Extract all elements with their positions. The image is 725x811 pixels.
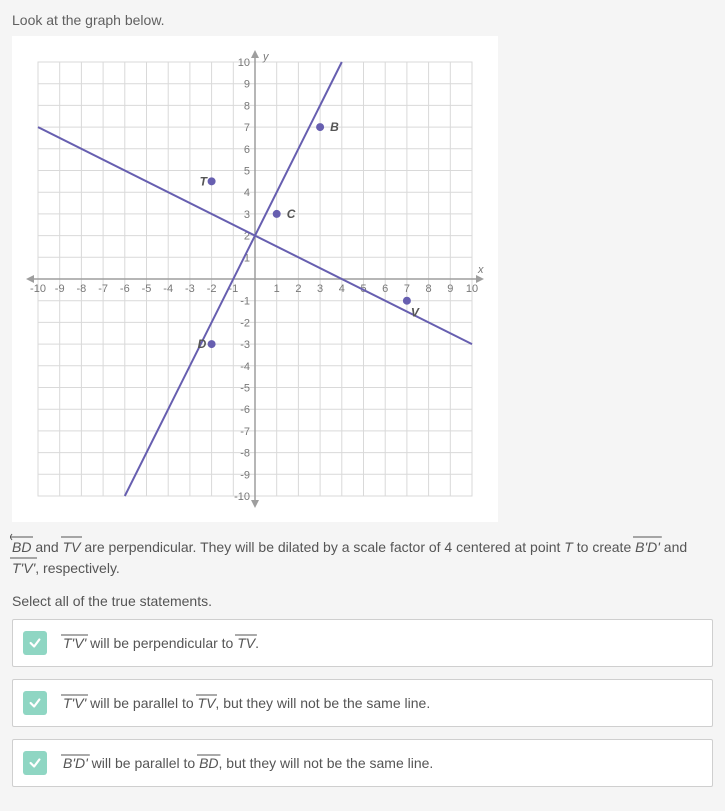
svg-text:-8: -8 <box>240 448 250 460</box>
svg-text:-5: -5 <box>142 283 152 295</box>
coordinate-graph: -10-9-8-7-6-5-4-3-2-112345678910-10-9-8-… <box>20 44 490 514</box>
description-text: BD and TV are perpendicular. They will b… <box>12 537 713 579</box>
segment-tpvp: T'V' <box>12 558 35 579</box>
check-icon <box>23 751 47 775</box>
answer-option[interactable]: T'V' will be parallel to TV, but they wi… <box>12 679 713 727</box>
svg-text:-7: -7 <box>240 426 250 438</box>
svg-text:4: 4 <box>339 283 345 295</box>
select-instruction: Select all of the true statements. <box>12 593 713 609</box>
line-segment: T'V' <box>63 695 86 711</box>
option-text: T'V' will be perpendicular to TV. <box>63 635 259 651</box>
svg-text:-9: -9 <box>55 283 65 295</box>
line-segment: TV <box>237 635 255 651</box>
options-list: T'V' will be perpendicular to TV. T'V' wi… <box>12 619 713 787</box>
svg-text:x: x <box>477 264 484 276</box>
svg-text:8: 8 <box>426 283 432 295</box>
svg-text:9: 9 <box>447 283 453 295</box>
svg-text:3: 3 <box>317 283 323 295</box>
answer-option[interactable]: T'V' will be perpendicular to TV. <box>12 619 713 667</box>
svg-text:1: 1 <box>274 283 280 295</box>
line-segment: TV <box>198 695 216 711</box>
line-segment: T'V' <box>63 635 86 651</box>
line-segment: B'D' <box>63 755 88 771</box>
check-icon <box>23 691 47 715</box>
svg-text:-6: -6 <box>240 404 250 416</box>
svg-text:D: D <box>198 337 207 351</box>
svg-text:6: 6 <box>244 144 250 156</box>
option-text: T'V' will be parallel to TV, but they wi… <box>63 695 430 711</box>
svg-text:-4: -4 <box>163 283 173 295</box>
svg-text:-2: -2 <box>207 283 217 295</box>
svg-text:-4: -4 <box>240 361 250 373</box>
svg-text:4: 4 <box>244 187 250 199</box>
prompt-text: Look at the graph below. <box>12 12 713 28</box>
svg-text:7: 7 <box>404 283 410 295</box>
svg-text:10: 10 <box>238 57 250 69</box>
svg-text:-9: -9 <box>240 469 250 481</box>
segment-bpdp: B'D' <box>635 537 660 558</box>
svg-text:-3: -3 <box>185 283 195 295</box>
svg-text:10: 10 <box>466 283 478 295</box>
svg-text:2: 2 <box>295 283 301 295</box>
segment-tv: TV <box>63 537 81 558</box>
svg-text:C: C <box>287 207 296 221</box>
svg-text:5: 5 <box>244 166 250 178</box>
answer-option[interactable]: B'D' will be parallel to BD, but they wi… <box>12 739 713 787</box>
option-text: B'D' will be parallel to BD, but they wi… <box>63 755 433 771</box>
graph-container: -10-9-8-7-6-5-4-3-2-112345678910-10-9-8-… <box>12 36 498 522</box>
svg-text:B: B <box>330 120 339 134</box>
svg-text:-2: -2 <box>240 317 250 329</box>
svg-text:8: 8 <box>244 100 250 112</box>
svg-text:-8: -8 <box>77 283 87 295</box>
line-segment: BD <box>199 755 218 771</box>
svg-text:-7: -7 <box>98 283 108 295</box>
svg-text:-1: -1 <box>240 296 250 308</box>
check-icon <box>23 631 47 655</box>
svg-text:-5: -5 <box>240 383 250 395</box>
svg-text:6: 6 <box>382 283 388 295</box>
svg-text:-3: -3 <box>240 339 250 351</box>
svg-text:3: 3 <box>244 209 250 221</box>
svg-text:-10: -10 <box>30 283 46 295</box>
svg-text:V: V <box>411 306 420 320</box>
svg-text:-6: -6 <box>120 283 130 295</box>
svg-text:7: 7 <box>244 122 250 134</box>
svg-text:-10: -10 <box>234 491 250 503</box>
svg-text:9: 9 <box>244 79 250 91</box>
